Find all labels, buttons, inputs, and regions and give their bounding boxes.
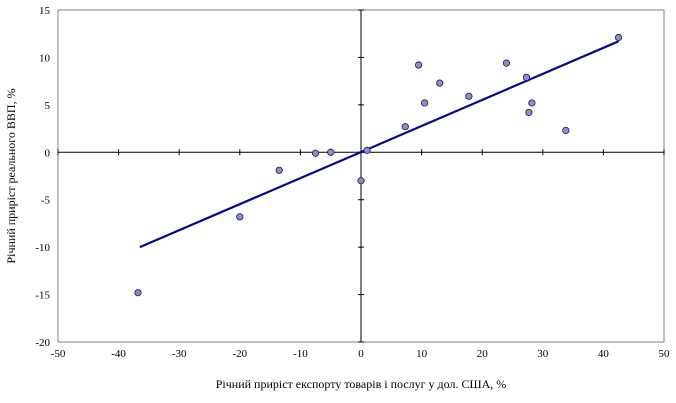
data-point — [522, 73, 531, 81]
y-tick-label: 15 — [39, 5, 51, 17]
points-layer — [134, 33, 623, 297]
data-point — [327, 148, 335, 156]
y-tick-label: -10 — [35, 242, 50, 254]
trendline-layer — [139, 40, 619, 249]
y-tick-label: -20 — [35, 337, 50, 349]
data-point — [465, 92, 473, 100]
data-point — [421, 99, 429, 107]
x-tick-label: 40 — [598, 348, 610, 360]
trend-line — [139, 40, 619, 249]
x-tick-label: 20 — [477, 348, 489, 360]
data-point — [311, 149, 320, 157]
y-tick-label: -15 — [35, 290, 50, 302]
x-tick-label: -40 — [111, 348, 126, 360]
data-point — [525, 108, 533, 117]
x-tick-label: 10 — [416, 348, 428, 360]
x-tick-label: -30 — [172, 348, 187, 360]
data-point — [528, 99, 536, 107]
tick-layer: -50 -40 -30 -20 -10 0 10 20 30 40 50-20-15-10-5051… — [35, 5, 670, 360]
x-tick-label: 30 — [537, 348, 549, 360]
data-point — [236, 213, 244, 221]
x-tick-label: -20 — [232, 348, 247, 360]
x-tick-label: 0 — [358, 348, 364, 360]
y-tick-label: 10 — [39, 52, 51, 64]
data-point — [436, 79, 444, 87]
data-point — [275, 166, 283, 174]
data-point — [401, 123, 409, 131]
y-tick-label: 0 — [45, 147, 51, 159]
data-point — [562, 126, 570, 135]
y-tick-label: -5 — [41, 195, 51, 207]
x-tick-label: 50 — [659, 348, 671, 360]
x-axis-title: Річний приріст експорту товарів і послуг… — [216, 377, 507, 391]
data-point — [134, 289, 142, 297]
data-point — [357, 177, 365, 185]
data-point — [614, 33, 623, 42]
y-axis-title: Річний приріст реального ВВП, % — [4, 88, 18, 263]
x-tick-label: -50 — [51, 348, 66, 360]
data-point — [502, 59, 511, 67]
y-tick-label: 5 — [45, 100, 51, 112]
data-point — [363, 146, 371, 154]
x-tick-label: -10 — [293, 348, 308, 360]
data-point — [414, 61, 423, 69]
